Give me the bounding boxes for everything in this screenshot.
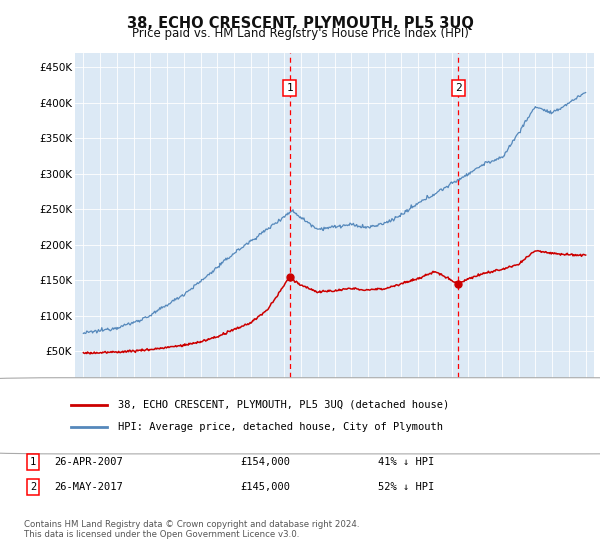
Text: 1: 1 <box>286 83 293 93</box>
Text: 52% ↓ HPI: 52% ↓ HPI <box>378 482 434 492</box>
Text: HPI: Average price, detached house, City of Plymouth: HPI: Average price, detached house, City… <box>118 422 443 432</box>
Text: £145,000: £145,000 <box>240 482 290 492</box>
Text: 38, ECHO CRESCENT, PLYMOUTH, PL5 3UQ: 38, ECHO CRESCENT, PLYMOUTH, PL5 3UQ <box>127 16 473 31</box>
Text: 2: 2 <box>455 83 462 93</box>
Text: Contains HM Land Registry data © Crown copyright and database right 2024.
This d: Contains HM Land Registry data © Crown c… <box>24 520 359 539</box>
Text: 2: 2 <box>30 482 36 492</box>
Text: 1: 1 <box>30 457 36 467</box>
Text: Price paid vs. HM Land Registry's House Price Index (HPI): Price paid vs. HM Land Registry's House … <box>131 27 469 40</box>
Text: 26-MAY-2017: 26-MAY-2017 <box>54 482 123 492</box>
Text: 41% ↓ HPI: 41% ↓ HPI <box>378 457 434 467</box>
Text: 38, ECHO CRESCENT, PLYMOUTH, PL5 3UQ (detached house): 38, ECHO CRESCENT, PLYMOUTH, PL5 3UQ (de… <box>118 400 449 410</box>
FancyBboxPatch shape <box>0 377 600 454</box>
Text: 26-APR-2007: 26-APR-2007 <box>54 457 123 467</box>
Text: £154,000: £154,000 <box>240 457 290 467</box>
